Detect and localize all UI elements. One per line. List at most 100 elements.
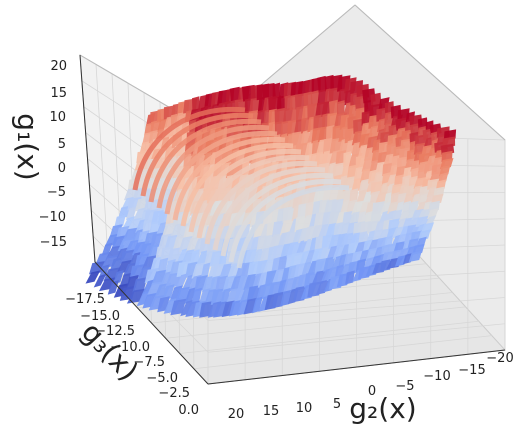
surface-facet <box>101 254 120 269</box>
y-tick-label: −10.0 <box>110 340 150 355</box>
y-tick-label: −15.0 <box>80 309 120 324</box>
z-axis-line <box>79 54 96 263</box>
surface-facet <box>127 217 144 232</box>
z-tick-label: −15 <box>40 235 67 250</box>
z-axis-label: g₁(x) <box>11 113 44 180</box>
surface-facet <box>317 75 327 93</box>
surface-facet <box>272 82 280 100</box>
surface-facet <box>425 215 437 227</box>
x-tick-label: 15 <box>263 404 280 419</box>
surface-facet <box>107 280 119 295</box>
surface-ridge <box>188 148 302 233</box>
surface-facet <box>363 256 375 270</box>
surface-facet <box>395 117 408 131</box>
surface-facet <box>192 96 200 112</box>
surface-ridge <box>204 160 318 245</box>
surface-facet <box>103 267 121 282</box>
surface-ridge <box>180 142 294 227</box>
surface-facet <box>116 259 133 274</box>
surface-facet <box>370 180 384 195</box>
x-axis-line <box>207 349 506 385</box>
surface-facet <box>85 270 101 284</box>
surface-facet <box>397 217 408 230</box>
surface-facet <box>95 251 110 266</box>
surface-ridge <box>172 136 286 221</box>
surface-facet <box>292 228 305 245</box>
tick-labels: 20 15 10 5 0 −5 −10 −15 −17.5 −15.0−12.5−10.0−7.5… <box>39 59 514 422</box>
surface-facet <box>169 285 183 302</box>
surface-ridge <box>132 106 246 191</box>
surface-facet <box>142 292 158 309</box>
surface-facet <box>395 200 406 214</box>
z-tick-label: 0 <box>58 161 66 176</box>
surface-facet <box>427 208 439 220</box>
x-tick-label: −10 <box>423 369 450 384</box>
y-tick-label: −2.5 <box>158 386 190 401</box>
grid-line <box>151 292 453 324</box>
x-tick-label: 10 <box>296 401 313 416</box>
surface-facet <box>176 247 190 264</box>
surface-facet <box>191 287 202 305</box>
z-tick-label: 5 <box>58 137 66 152</box>
surface-facet <box>157 257 169 274</box>
z-tick-label: 10 <box>49 110 66 125</box>
x-tick-label: −15 <box>458 363 485 378</box>
pane-edge <box>354 4 506 141</box>
axis-lines <box>79 54 506 385</box>
surface-facet <box>329 99 339 117</box>
surface-facet <box>174 273 189 290</box>
surface-facet <box>370 254 382 268</box>
surface-facet <box>184 287 197 304</box>
surface-facet <box>295 239 309 256</box>
grid-line <box>165 306 466 339</box>
x-axis-label: g₂(x) <box>349 392 416 425</box>
surface-facet <box>89 261 105 275</box>
surface-facet <box>370 92 382 108</box>
surface-facet <box>220 287 231 305</box>
surface-facet <box>170 298 187 316</box>
x-tick-label: −20 <box>486 351 513 366</box>
x-tick-label: 0 <box>368 384 376 399</box>
surface-facet <box>136 290 150 307</box>
surface-facet <box>132 277 148 293</box>
surface-facet <box>420 222 435 234</box>
surface-ridge <box>156 124 270 209</box>
surface-facet <box>398 247 412 259</box>
surface-facet <box>303 91 313 109</box>
surface-facet <box>343 151 352 167</box>
x-tick-label: −5 <box>395 379 414 394</box>
surface-facet <box>366 229 378 244</box>
y-tick-label: −17.5 <box>65 292 105 307</box>
surface-ridge <box>148 118 262 203</box>
surface-facet <box>311 90 320 107</box>
z-tick-label: 20 <box>50 59 67 74</box>
grid-line <box>193 335 492 370</box>
surface-ridge <box>212 166 326 251</box>
surface-facet <box>93 273 107 288</box>
y-tick-label: −12.5 <box>95 324 135 339</box>
surface-facet <box>415 200 428 213</box>
surface-ridge <box>140 112 254 197</box>
surface-facet <box>315 279 330 295</box>
surface <box>85 74 457 318</box>
surface-facet <box>282 107 294 124</box>
surface-facet <box>104 233 121 247</box>
surface-facet <box>121 216 136 230</box>
surface-facet <box>114 214 126 229</box>
surface-facet <box>236 298 250 316</box>
z-tick-label: −5 <box>47 185 66 200</box>
surface-facet <box>345 270 355 285</box>
surface-facet <box>141 279 155 295</box>
surface-facet <box>439 158 454 170</box>
grid-line <box>95 64 110 278</box>
z-tick-label: −10 <box>39 210 66 225</box>
y-tick-label: −7.5 <box>133 355 165 370</box>
surface-ridge <box>236 184 350 269</box>
surface-facet <box>117 237 136 252</box>
surface-facet <box>122 227 141 242</box>
x-tick-label: 5 <box>333 397 341 412</box>
surface-facet <box>243 297 258 315</box>
surface-facet <box>101 242 113 256</box>
surface-facet <box>132 207 146 222</box>
